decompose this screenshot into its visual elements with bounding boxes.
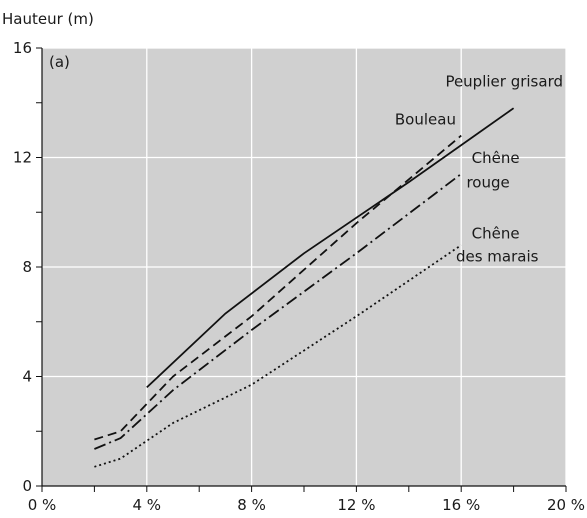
x-tick-label: 12 % (337, 496, 375, 514)
y-tick-label: 12 (13, 149, 32, 167)
series-label: Peuplier grisard (445, 72, 563, 90)
x-tick-label: 8 % (237, 496, 266, 514)
panel-label: (a) (49, 53, 70, 71)
series-label: Bouleau (395, 111, 456, 129)
series-lines (94, 107, 515, 468)
y-axis-title: Hauteur (m) (2, 10, 94, 28)
x-tick-label: 16 % (442, 496, 480, 514)
x-tick-label: 0 % (28, 496, 57, 514)
x-tick-label: 20 % (547, 496, 585, 514)
series-line-2 (94, 173, 462, 450)
gridlines (42, 47, 567, 486)
series-label: Chêne (472, 224, 520, 242)
series-label: rouge (466, 174, 509, 192)
series-line-1 (94, 134, 462, 441)
axis-ticks: 0 % 4 % 8 % 12 % 16 % 20 % 0 4 8 12 16 (13, 39, 585, 514)
y-tick-label: 8 (22, 258, 32, 276)
series-labels: Peuplier grisard Bouleau Chêne rouge Chêne de… (395, 72, 563, 265)
series-label: des marais (456, 248, 539, 266)
y-tick-label: 16 (13, 39, 32, 57)
x-tick-label: 4 % (133, 496, 162, 514)
series-label: Chêne (472, 149, 520, 167)
y-tick-label: 0 (22, 477, 32, 495)
y-tick-label: 4 (22, 368, 32, 386)
series-line-0 (146, 107, 515, 389)
